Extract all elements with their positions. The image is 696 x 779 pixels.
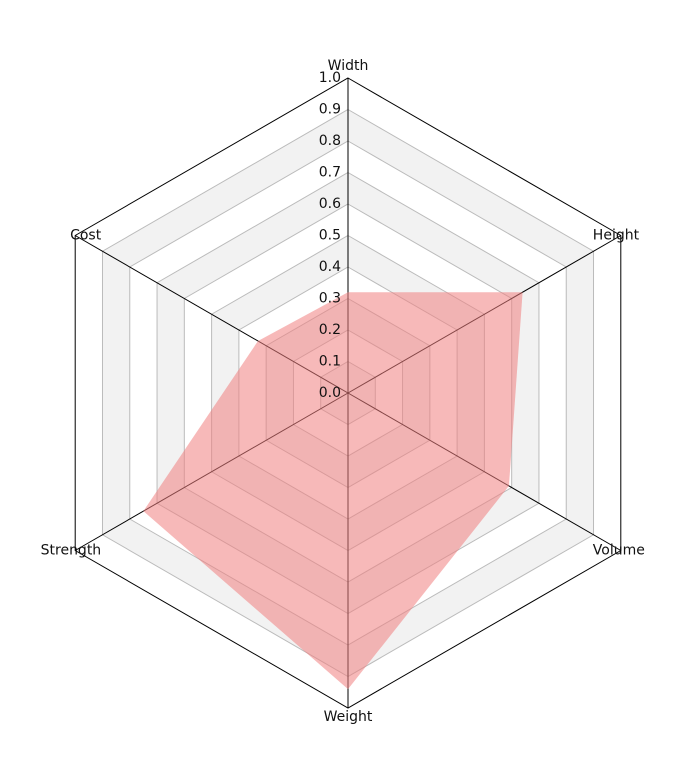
- category-label: Height: [593, 228, 640, 244]
- r-tick-label: 0.3: [319, 291, 341, 307]
- r-tick-label: 0.9: [319, 102, 341, 118]
- category-label: Weight: [324, 709, 373, 725]
- data-area: [143, 292, 523, 690]
- r-tick-label: 0.6: [319, 196, 341, 212]
- r-tick-label: 0.0: [319, 385, 341, 401]
- r-tick-label: 0.7: [319, 165, 341, 181]
- r-tick-label: 0.1: [319, 354, 341, 370]
- r-tick-label: 0.2: [319, 322, 341, 338]
- r-tick-label: 0.8: [319, 133, 341, 149]
- category-label: Width: [328, 58, 369, 74]
- category-label: Volume: [593, 543, 645, 559]
- category-label: Strength: [41, 543, 102, 559]
- r-tick-label: 0.4: [319, 259, 341, 275]
- r-tick-label: 1.0: [319, 70, 341, 86]
- r-tick-label: 0.5: [319, 228, 341, 244]
- category-label: Cost: [70, 228, 102, 244]
